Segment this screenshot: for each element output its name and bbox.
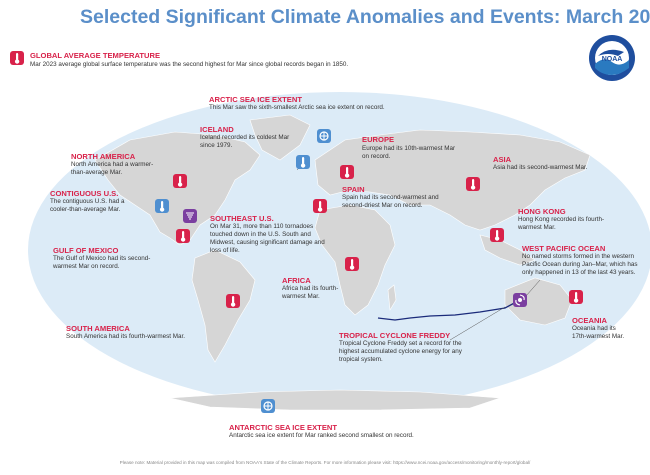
land-madagascar: [387, 284, 397, 311]
south-america-title: SOUTH AMERICA: [66, 324, 130, 333]
europe-title: EUROPE: [362, 135, 395, 144]
freddy-track: [377, 299, 521, 321]
noaa-logo: NOAA: [589, 35, 635, 81]
land-antarctica: [169, 389, 501, 411]
leader-freddy: [449, 306, 506, 341]
asia-title: ASIA: [493, 155, 512, 164]
gulf-of-mexico-title: GULF OF MEXICO: [53, 246, 119, 255]
thermometer-icon: [340, 165, 354, 179]
west-pacific-title: WEST PACIFIC OCEAN: [522, 244, 606, 253]
africa-title: AFRICA: [282, 276, 311, 285]
thermometer-icon: [173, 174, 187, 188]
southeast-us-title: SOUTHEAST U.S.: [210, 214, 274, 223]
europe-text: Europe had its 10th-warmest Mar on recor…: [362, 145, 456, 160]
land-south-america: [191, 249, 256, 363]
south-america-text: South America had its fourth-warmest Mar…: [66, 333, 185, 340]
arctic-title: ARCTIC SEA ICE EXTENT: [209, 95, 302, 104]
tornado-icon: [183, 209, 197, 223]
thermometer-icon: [313, 199, 327, 213]
north-america-text: North America had a warmer-than-average …: [71, 161, 154, 176]
land-eurasia: [314, 129, 591, 231]
thermometer-icon: [176, 229, 190, 243]
land-greenland: [249, 114, 311, 161]
africa-text: Africa had its fourth-warmest Mar.: [282, 285, 339, 300]
global-title: GLOBAL AVERAGE TEMPERATURE: [30, 51, 161, 60]
page-title: Selected Significant Climate Anomalies a…: [80, 6, 650, 28]
hong-kong-title: HONG KONG: [518, 207, 566, 216]
oceania-text: Oceania had its 17th-warmest Mar.: [572, 325, 625, 340]
cyclone-icon: [513, 293, 527, 307]
land-north-america: [94, 131, 261, 246]
thermometer-icon: [466, 177, 480, 191]
thermometer-icon: [226, 294, 240, 308]
west-pacific-text: No named storms formed in the western Pa…: [522, 253, 638, 276]
noaa-logo-text: NOAA: [602, 56, 623, 63]
thermometer-icon: [155, 199, 169, 213]
thermometer-icon: [569, 290, 583, 304]
antarctic-title: ANTARCTIC SEA ICE EXTENT: [229, 423, 338, 432]
leader-west-pacific: [525, 279, 541, 297]
thermometer-icon: [10, 51, 24, 65]
iceland-text: Iceland recorded its coldest Mar since 1…: [200, 134, 290, 149]
north-america-title: NORTH AMERICA: [71, 152, 136, 161]
oceania-title: OCEANIA: [572, 316, 608, 325]
contiguous-us-text: The contiguous U.S. had a cooler-than-av…: [50, 198, 125, 213]
global-text: Mar 2023 average global surface temperat…: [30, 61, 349, 68]
arctic-text: This Mar saw the sixth-smallest Arctic s…: [209, 104, 385, 111]
land-australia: [504, 277, 573, 326]
sea-ice-icon: [261, 399, 275, 413]
asia-text: Asia had its second-warmest Mar.: [493, 164, 588, 171]
land-se-asia: [479, 234, 536, 266]
sea-ice-icon: [317, 129, 331, 143]
spain-text: Spain had its second-warmest and second-…: [342, 194, 439, 209]
thermometer-icon: [345, 257, 359, 271]
gulf-of-mexico-text: The Gulf of Mexico had its second-warmes…: [53, 255, 151, 270]
southeast-us-text: On Mar 31, more than 110 tornadoes touch…: [210, 223, 325, 254]
footer-note: Please note: Material provided in this m…: [119, 460, 531, 465]
antarctic-text: Antarctic sea ice extent for Mar ranked …: [229, 432, 414, 439]
thermometer-icon: [490, 228, 504, 242]
thermometer-icon: [296, 155, 310, 169]
freddy-title: TROPICAL CYCLONE FREDDY: [339, 331, 451, 340]
freddy-text: Tropical Cyclone Freddy set a record for…: [339, 340, 462, 363]
spain-title: SPAIN: [342, 185, 365, 194]
contiguous-us-title: CONTIGUOUS U.S.: [50, 189, 119, 198]
iceland-title: ICELAND: [200, 125, 234, 134]
hong-kong-text: Hong Kong recorded its fourth-warmest Ma…: [518, 216, 605, 231]
